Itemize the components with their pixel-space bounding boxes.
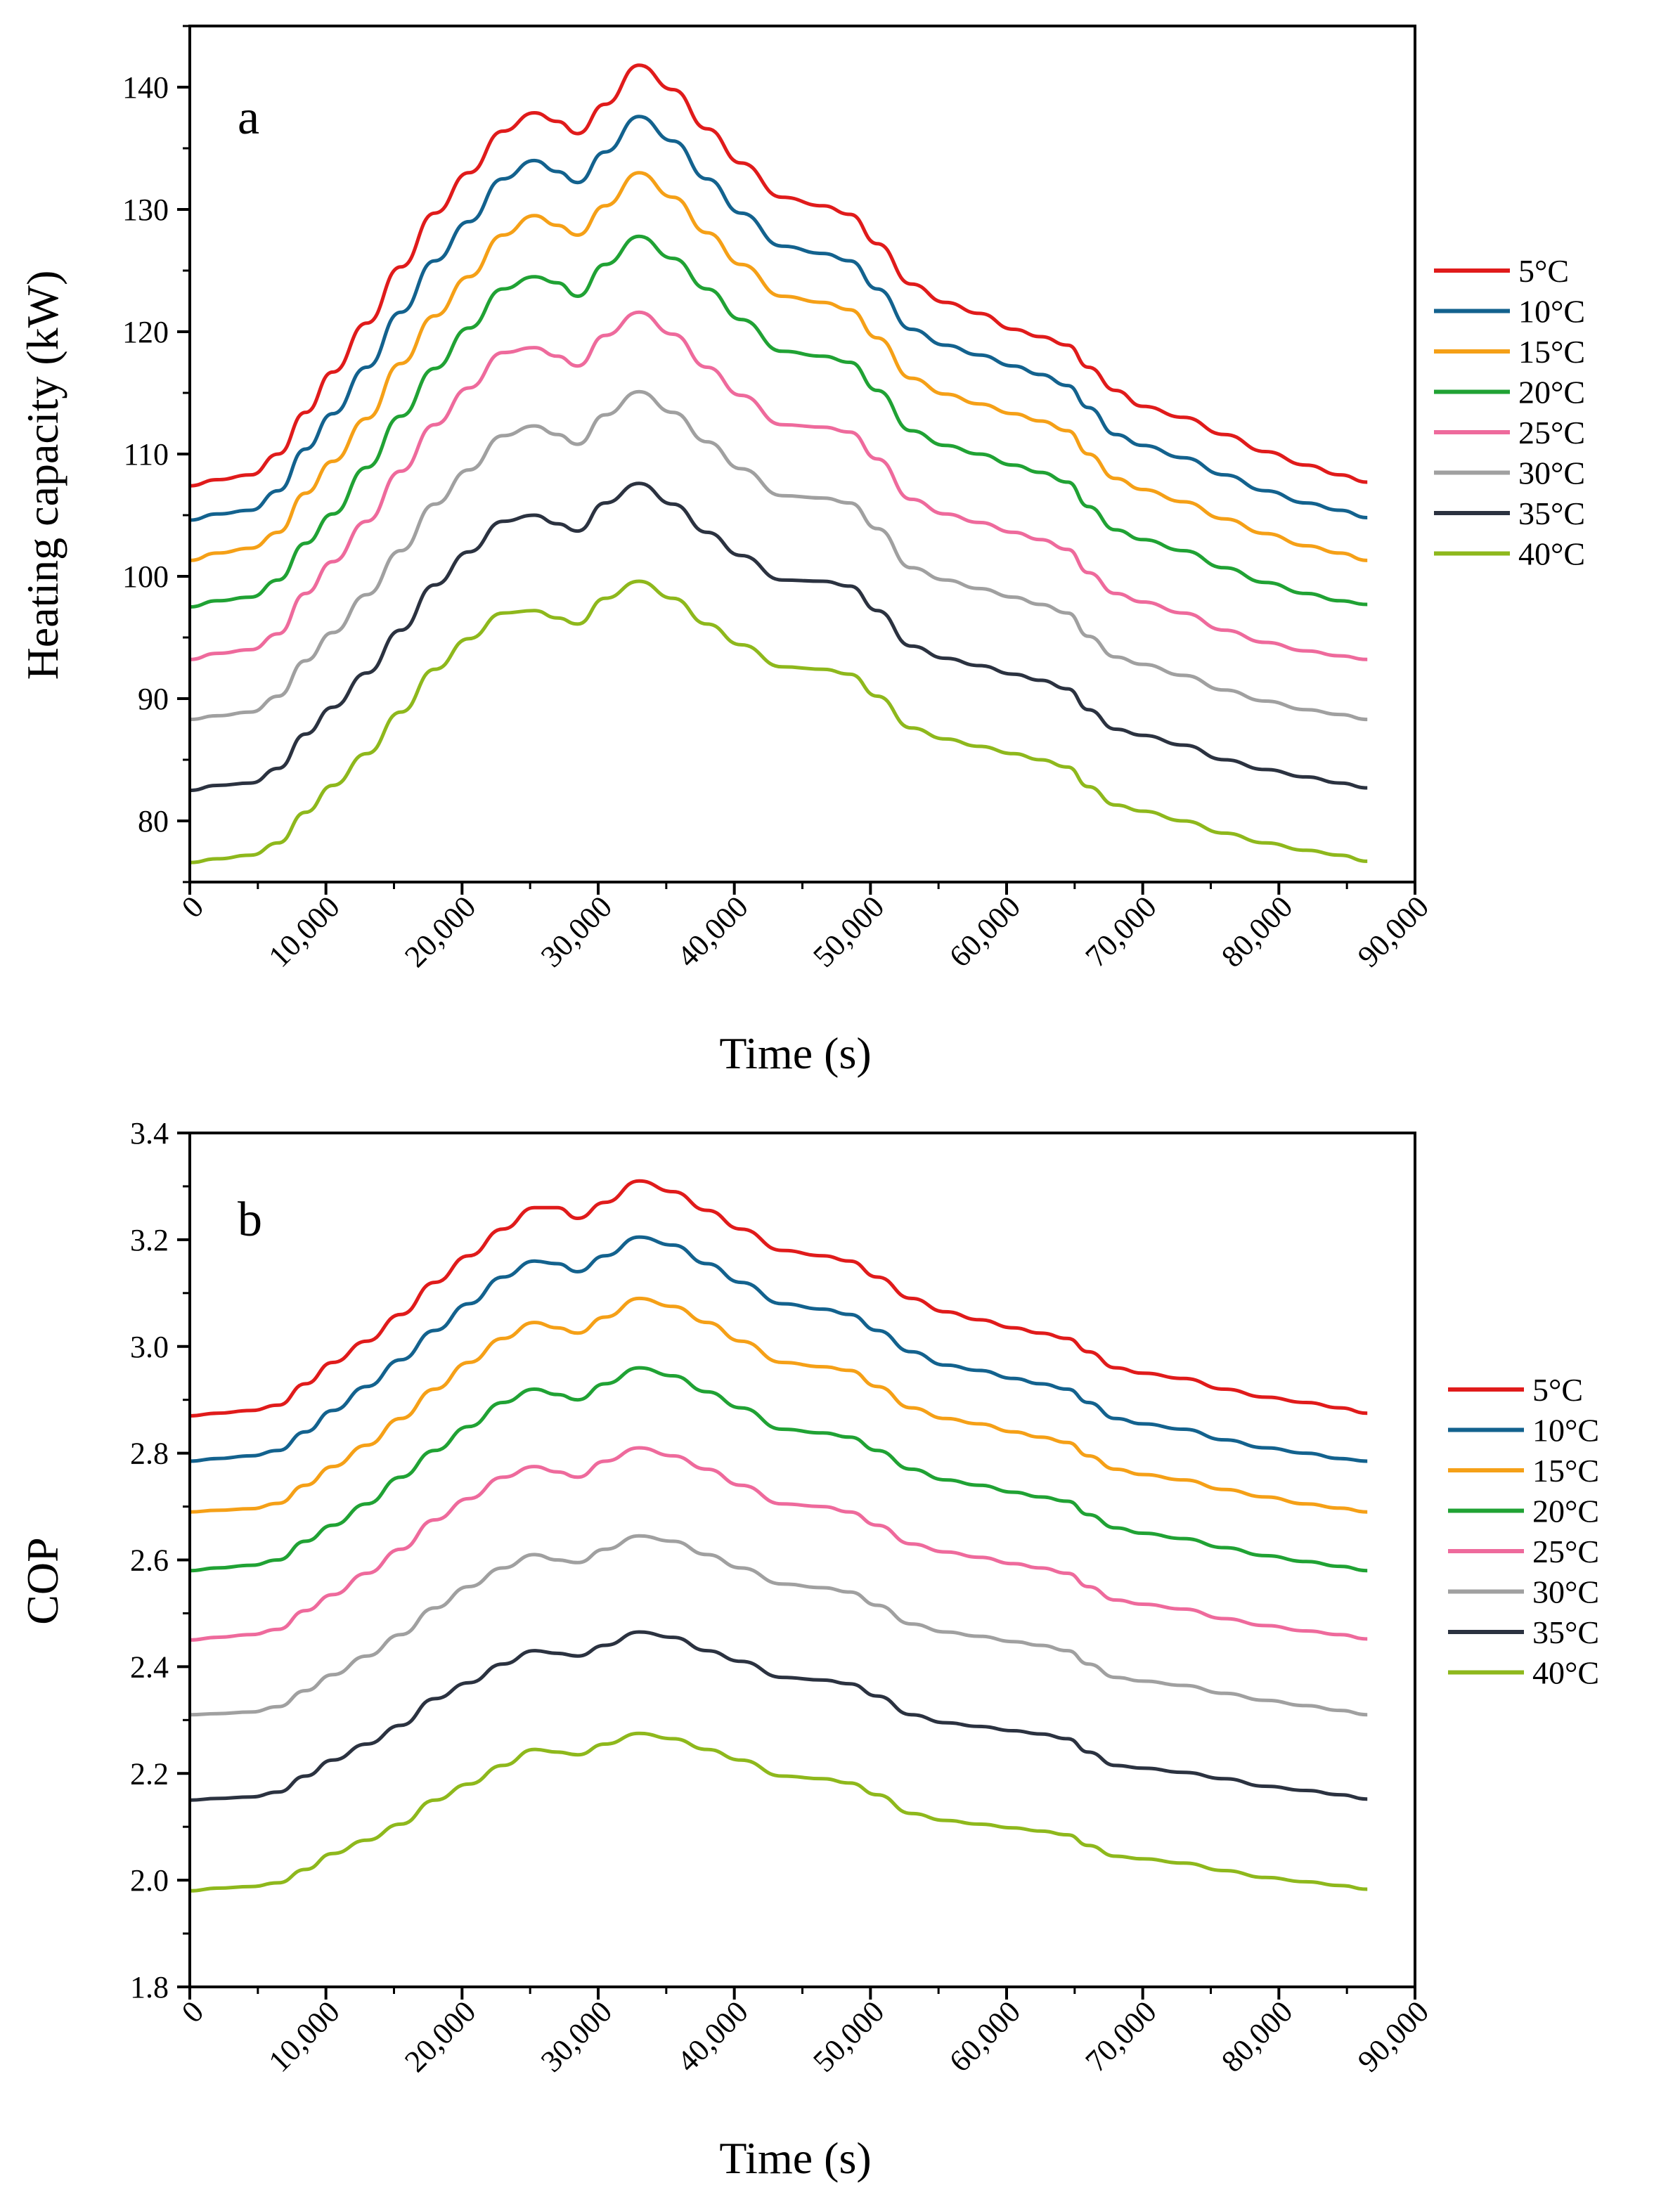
legend-label: 30°C — [1532, 1574, 1599, 1610]
x-tick-label: 30,000 — [534, 889, 619, 973]
x-tick-label: 0 — [175, 1994, 210, 2029]
series-lines — [189, 1179, 1368, 1893]
series-line-25c — [189, 310, 1368, 661]
legend-label: 20°C — [1518, 375, 1585, 410]
y-tick-label: 2.6 — [130, 1543, 169, 1578]
series-line-30c — [189, 389, 1368, 722]
panel-b: 1.8 2.0 2.2 2.4 2.6 2.8 3.0 3.2 3.4 0 10,000 20,000… — [18, 1116, 1599, 2183]
y-tick-label: 90 — [138, 682, 169, 716]
y-tick-label: 130 — [122, 193, 169, 227]
x-tick-label: 50,000 — [806, 889, 891, 973]
x-tick-label: 0 — [175, 889, 210, 924]
series-line-35c — [189, 1630, 1368, 1802]
plot-frame — [188, 1132, 1416, 1988]
series-line-5c — [189, 1179, 1368, 1418]
panel-label: a — [238, 91, 259, 145]
x-tick-label: 40,000 — [671, 1994, 755, 2078]
x-tick-label: 10,000 — [262, 1994, 347, 2078]
series-lines — [189, 63, 1368, 864]
y-tick-label: 2.8 — [130, 1437, 169, 1471]
x-axis-title: Time (s) — [719, 1028, 871, 1078]
y-axis-title: Heating capacity (kW) — [18, 271, 67, 680]
legend-label: 25°C — [1532, 1534, 1599, 1569]
x-tick-label: 80,000 — [1215, 1994, 1299, 2078]
legend: 5°C 10°C 15°C 20°C 25°C 30°C 35°C 40°C — [1434, 253, 1585, 572]
legend-label: 40°C — [1518, 536, 1585, 572]
x-tick-label: 10,000 — [262, 889, 347, 973]
series-line-10c — [189, 1235, 1368, 1463]
x-tick-label: 60,000 — [943, 1994, 1027, 2078]
y-tick-label: 80 — [138, 804, 169, 838]
legend-label: 25°C — [1518, 415, 1585, 451]
legend-label: 5°C — [1518, 253, 1569, 289]
legend-label: 40°C — [1532, 1655, 1599, 1691]
y-tick-label: 140 — [122, 70, 169, 105]
legend-label: 35°C — [1532, 1614, 1599, 1650]
x-tick-label: 60,000 — [943, 889, 1027, 973]
y-tick-label: 1.8 — [130, 1970, 169, 2004]
series-line-40c — [189, 579, 1368, 864]
legend-label: 30°C — [1518, 455, 1585, 491]
legend-label: 15°C — [1532, 1453, 1599, 1489]
series-line-15c — [189, 171, 1368, 562]
x-tick-label: 20,000 — [398, 1994, 482, 2078]
legend-label: 10°C — [1532, 1413, 1599, 1449]
y-tick-label: 2.0 — [130, 1863, 169, 1898]
x-tick-label: 40,000 — [671, 889, 755, 973]
y-tick-label: 2.4 — [130, 1650, 169, 1684]
legend-label: 10°C — [1518, 294, 1585, 330]
y-tick-label: 3.2 — [130, 1223, 169, 1257]
series-line-15c — [189, 1296, 1368, 1514]
legend-label: 35°C — [1518, 495, 1585, 531]
series-line-5c — [189, 63, 1368, 488]
y-tick-label: 2.2 — [130, 1756, 169, 1791]
series-line-25c — [189, 1446, 1368, 1642]
plot-frame — [188, 25, 1416, 883]
x-tick-label: 70,000 — [1079, 1994, 1163, 2078]
panel-a: 80 90 100 110 120 130 140 0 10,000 20,000 30,000 40… — [18, 25, 1585, 1078]
x-tick-label: 90,000 — [1351, 889, 1435, 973]
series-line-35c — [189, 481, 1368, 792]
y-tick-label: 3.4 — [130, 1116, 169, 1151]
series-line-10c — [189, 115, 1368, 522]
x-tick-label: 90,000 — [1351, 1994, 1435, 2078]
legend-label: 20°C — [1532, 1494, 1599, 1529]
legend-label: 15°C — [1518, 334, 1585, 370]
y-axis-title: COP — [18, 1537, 67, 1625]
x-tick-label: 70,000 — [1079, 889, 1163, 973]
y-tick-label: 120 — [122, 315, 169, 349]
x-tick-label: 30,000 — [534, 1994, 619, 2078]
series-line-20c — [189, 234, 1368, 609]
series-line-30c — [189, 1534, 1368, 1717]
series-line-40c — [189, 1731, 1368, 1893]
legend-label: 5°C — [1532, 1372, 1583, 1408]
y-tick-label: 3.0 — [130, 1330, 169, 1364]
series-line-20c — [189, 1366, 1368, 1573]
x-tick-label: 80,000 — [1215, 889, 1299, 973]
legend: 5°C 10°C 15°C 20°C 25°C 30°C 35°C 40°C — [1448, 1372, 1599, 1691]
y-tick-label: 100 — [122, 559, 169, 594]
panel-label: b — [238, 1193, 262, 1247]
x-axis-title: Time (s) — [719, 2133, 871, 2183]
y-tick-label: 110 — [124, 437, 169, 472]
x-tick-label: 50,000 — [806, 1994, 891, 2078]
x-tick-label: 20,000 — [398, 889, 482, 973]
